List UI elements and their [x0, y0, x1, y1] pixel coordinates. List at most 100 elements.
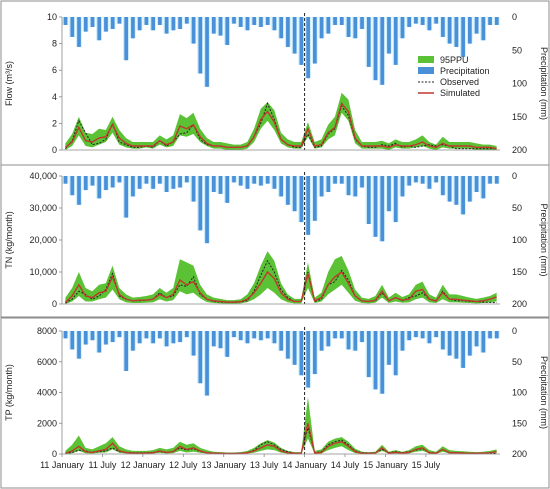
panel-tn: 0 10,000 20,000 30,000 40,000 0 50 100 150 200 TN … — [0, 164, 550, 318]
y-tick-label: 30,000 — [29, 203, 57, 213]
precip-bar — [218, 17, 223, 36]
precip-bar — [441, 176, 445, 196]
precip-bar — [313, 176, 317, 221]
precip-bar — [164, 176, 169, 192]
precip-bar — [104, 176, 108, 191]
precip-bar — [279, 176, 284, 197]
precip-bar — [326, 176, 331, 192]
precip-bar — [427, 17, 432, 31]
precip-bar — [414, 176, 418, 183]
precip-bar — [232, 176, 236, 183]
precip-bar — [333, 17, 337, 25]
precip-bar — [313, 17, 317, 64]
precip-bar — [333, 331, 337, 339]
precip-bar — [353, 331, 358, 351]
precip-bar — [393, 176, 398, 223]
legend-swatch-ppu — [418, 56, 434, 63]
y-axis-title: Flow (m³/s) — [4, 61, 14, 106]
precip-bar — [427, 176, 432, 189]
precip-bar — [90, 17, 95, 27]
precip-bar — [63, 17, 68, 25]
precip-bar — [124, 176, 129, 218]
simulated-line — [64, 101, 497, 150]
precip-bar — [238, 331, 243, 341]
precip-bar — [306, 331, 310, 388]
precip-bar — [494, 176, 499, 184]
x-tick-label: 12 January — [121, 460, 166, 470]
precip-bar — [461, 331, 465, 368]
x-tick-label: 11 July — [89, 460, 117, 470]
precip-bar — [306, 176, 310, 235]
precip-bar — [191, 331, 196, 356]
precip-bar — [83, 331, 88, 345]
y2-axis-title: Precipitation (mm) — [539, 203, 549, 276]
precip-bar — [265, 331, 270, 339]
precip-bar — [164, 17, 169, 34]
y-tick-label: 10,000 — [29, 267, 57, 277]
precip-bar — [245, 17, 250, 31]
precip-bar — [346, 176, 351, 196]
x-tick-label: 14 January — [282, 460, 327, 470]
precip-bar — [131, 176, 135, 197]
precip-bar — [494, 17, 499, 25]
precip-bar — [454, 176, 459, 205]
precip-bar — [225, 17, 230, 45]
precip-bar — [400, 176, 405, 197]
precip-bar — [292, 17, 297, 54]
precip-bar — [414, 17, 418, 24]
panel-frame — [0, 164, 550, 318]
y2-tick-label: 150 — [512, 112, 527, 122]
precip-bar — [380, 176, 385, 242]
x-tick-label: 15 July — [412, 460, 441, 470]
precip-bar — [339, 331, 344, 339]
precip-bar — [63, 331, 68, 339]
precip-bar — [326, 17, 331, 34]
precip-bar — [77, 176, 81, 205]
precip-bar — [447, 331, 452, 356]
precip-bar — [265, 176, 270, 184]
panel-tp: 0 2000 4000 6000 8000 0 50 100 150 200 TP (kg/mont… — [0, 317, 550, 489]
y2-axis-title: Precipitation (mm) — [539, 356, 549, 429]
x-tick-label: 13 January — [201, 460, 246, 470]
precip-bar — [407, 331, 412, 341]
y2-tick-label: 150 — [512, 418, 527, 428]
y2-axis-title: Precipitation (mm) — [539, 47, 549, 120]
precip-bar — [387, 17, 391, 54]
precip-bar — [434, 331, 439, 338]
y2-tick-label: 100 — [512, 235, 527, 245]
y2-tick-label: 200 — [512, 299, 527, 309]
precip-bar — [387, 176, 391, 212]
precip-bar — [252, 17, 257, 25]
precip-bar — [286, 176, 290, 205]
precip-bar — [171, 176, 176, 189]
precip-bar — [232, 331, 236, 338]
precip-bar — [211, 17, 216, 34]
precip-bar — [117, 17, 122, 24]
precip-bar — [198, 331, 203, 384]
precip-bar — [420, 176, 425, 184]
y-tick-label: 10 — [47, 12, 57, 22]
precipitation-series — [62, 176, 500, 244]
precip-bar — [454, 331, 459, 359]
precip-bar — [110, 17, 115, 29]
precip-bar — [198, 176, 203, 231]
precip-bar — [259, 176, 263, 186]
precip-bar — [97, 331, 102, 353]
precip-bar — [286, 17, 290, 47]
precip-bar — [292, 176, 297, 212]
y2-tick-label: 100 — [512, 388, 527, 398]
precip-bar — [339, 17, 344, 25]
x-tick-label: 13 July — [250, 460, 279, 470]
precip-bar — [218, 331, 223, 349]
precip-bar — [279, 17, 284, 39]
precip-bar — [225, 176, 230, 203]
precip-bar — [205, 176, 209, 244]
precip-bar — [306, 17, 310, 79]
precip-bar — [70, 176, 75, 196]
y2-tick-label: 0 — [512, 326, 517, 336]
precip-bar — [77, 331, 81, 359]
precip-bar — [353, 176, 358, 197]
y-tick-label: 8 — [52, 39, 57, 49]
